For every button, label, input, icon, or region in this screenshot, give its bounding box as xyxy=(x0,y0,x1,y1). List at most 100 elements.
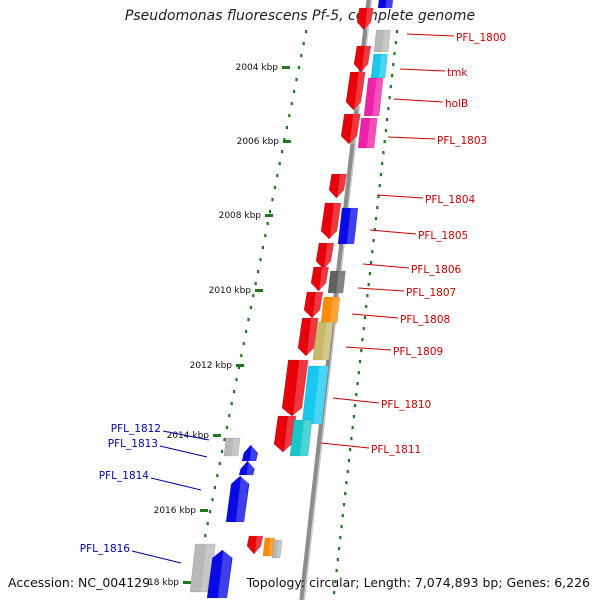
track-dot xyxy=(273,186,276,190)
track-dot xyxy=(358,360,362,364)
track-dot xyxy=(370,261,373,265)
gene-leader-line xyxy=(387,136,436,140)
gene-label: PFL_1808 xyxy=(400,314,450,326)
gene-feature xyxy=(320,296,341,324)
track-dot xyxy=(368,272,371,276)
gene-leader-line xyxy=(159,445,208,458)
gene-label: PFL_1804 xyxy=(425,194,476,206)
track-dot xyxy=(335,569,338,573)
track-dot xyxy=(355,393,358,397)
gene-feature xyxy=(273,415,297,453)
gene-feature xyxy=(363,77,384,117)
track-dot xyxy=(352,415,355,419)
gene-leader-line xyxy=(393,98,444,103)
track-dot xyxy=(363,316,367,320)
track-dot xyxy=(230,402,233,406)
kbp-tick-mark xyxy=(283,140,291,143)
gene-feature xyxy=(301,365,329,425)
gene-feature xyxy=(303,291,324,319)
track-dot xyxy=(333,591,336,595)
track-dot xyxy=(393,52,396,56)
gene-feature xyxy=(241,444,259,462)
track-dot xyxy=(209,510,212,514)
gene-feature xyxy=(320,202,342,240)
gene-feature xyxy=(246,535,264,555)
track-dot xyxy=(247,318,250,322)
gene-label: PFL_1807 xyxy=(406,287,456,299)
track-dot xyxy=(395,30,399,34)
gene-label: PFL_1812 xyxy=(111,423,161,435)
gene-feature xyxy=(297,317,319,357)
track-dot xyxy=(302,42,305,46)
kbp-tick-mark xyxy=(200,509,208,512)
track-dot xyxy=(336,558,339,562)
track-dot xyxy=(271,198,274,202)
gene-feature xyxy=(310,266,330,292)
track-dot xyxy=(387,107,390,111)
track-dot xyxy=(342,503,346,507)
kbp-tick-label: 2006 kbp xyxy=(237,137,280,147)
gene-leader-line xyxy=(131,550,182,564)
track-dot xyxy=(341,514,344,518)
track-dot xyxy=(378,184,381,188)
gene-feature xyxy=(262,537,276,557)
gene-feature xyxy=(327,270,346,294)
track-dot xyxy=(374,217,378,221)
gene-leader-line xyxy=(320,442,370,449)
kbp-tick-mark xyxy=(282,66,290,69)
track-dot xyxy=(278,162,281,166)
track-dot xyxy=(218,462,221,466)
track-dot xyxy=(211,498,214,502)
track-dot xyxy=(221,450,224,454)
track-dot xyxy=(245,330,248,334)
kbp-tick-label: 2004 kbp xyxy=(236,63,279,73)
gene-features xyxy=(189,0,394,599)
track-dot xyxy=(340,525,343,529)
track-dot xyxy=(237,366,240,370)
track-dot xyxy=(351,426,354,430)
gene-leader-line xyxy=(357,287,405,292)
kbp-tick-label: 18 kbp xyxy=(148,578,179,588)
track-dot xyxy=(233,390,236,394)
track-dot xyxy=(242,342,245,346)
kbp-tick-mark xyxy=(255,289,263,292)
track-dot xyxy=(339,536,342,540)
track-dot xyxy=(293,90,296,94)
track-dot xyxy=(305,30,308,34)
gene-feature xyxy=(345,71,366,111)
track-dot xyxy=(290,102,293,106)
gene-feature xyxy=(356,7,374,31)
gene-leader-line xyxy=(345,346,392,351)
track-dot xyxy=(276,174,279,178)
track-dot xyxy=(365,305,368,309)
kbp-tick-mark xyxy=(183,581,191,584)
gene-label: PFL_1809 xyxy=(393,346,443,358)
track-dot xyxy=(240,354,243,358)
track-dot xyxy=(347,459,351,463)
track-dot xyxy=(386,118,389,122)
track-dot xyxy=(283,138,286,142)
gene-label: PFL_1811 xyxy=(371,444,421,456)
gene-label: PFL_1803 xyxy=(437,135,487,147)
gene-leader-line xyxy=(399,68,446,72)
track-dot xyxy=(376,206,379,210)
gene-feature xyxy=(312,321,334,361)
track-dot xyxy=(356,382,359,386)
track-dot xyxy=(367,283,370,287)
track-dot xyxy=(225,426,228,430)
accession-text: Accession: NC_004129 xyxy=(8,575,151,590)
track-dot xyxy=(254,282,257,286)
track-dot xyxy=(349,448,352,452)
track-dot xyxy=(334,580,337,584)
gene-feature xyxy=(353,45,372,73)
track-dot xyxy=(392,63,395,67)
gene-feature xyxy=(373,29,391,53)
track-dot xyxy=(213,486,216,490)
gene-leader-line xyxy=(332,397,380,404)
track-dot xyxy=(223,438,226,442)
gene-feature xyxy=(340,113,361,145)
kbp-tick-label: 2008 kbp xyxy=(219,211,262,221)
gene-label: PFL_1814 xyxy=(99,470,150,482)
track-dot xyxy=(266,222,269,226)
